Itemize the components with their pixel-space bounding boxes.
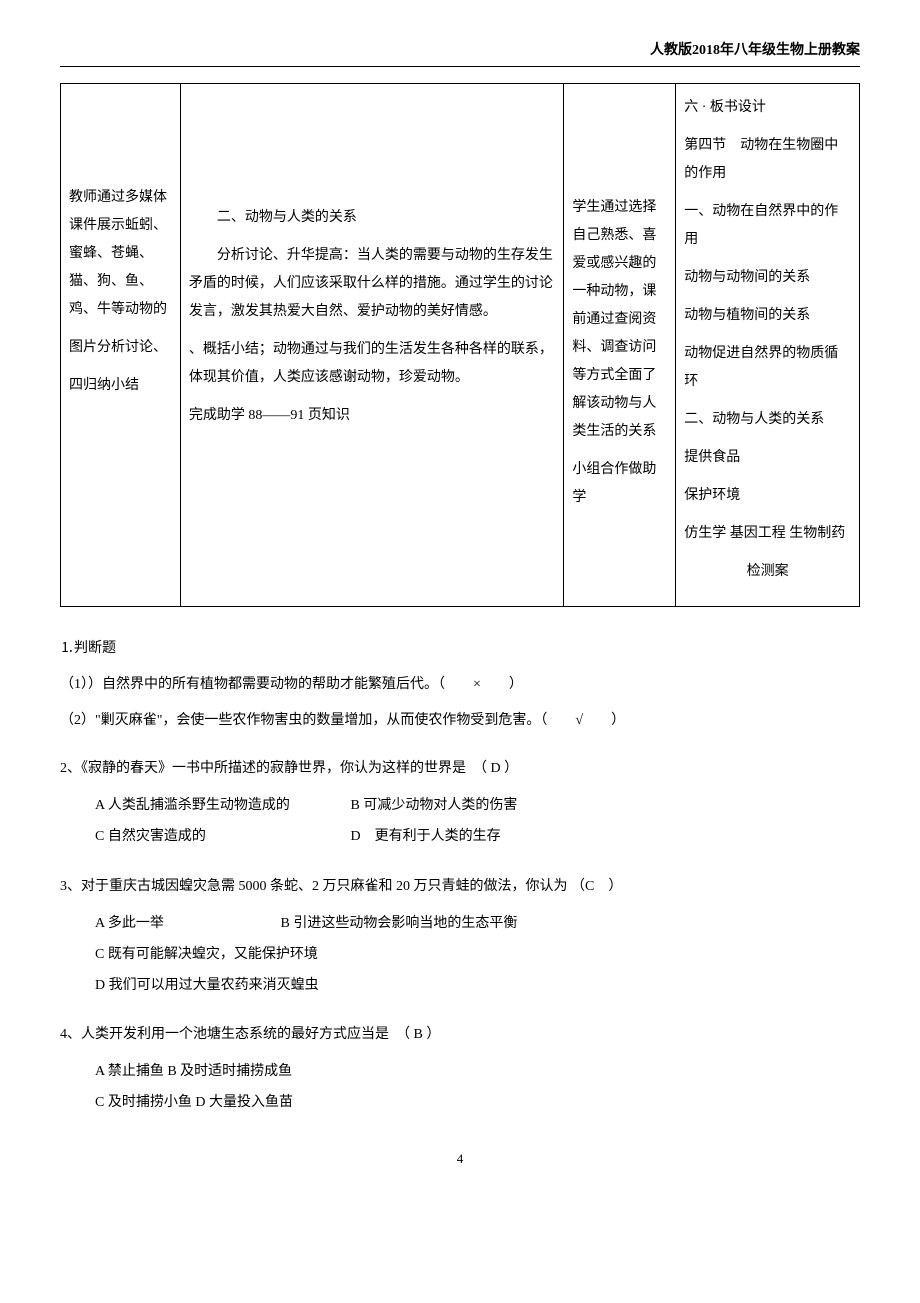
q-item: （1））自然界中的所有植物都需要动物的帮助才能繁殖后代。（ × ） [60, 671, 860, 699]
text: 保护环境 [684, 482, 851, 510]
text: 学生通过选择自己熟悉、喜爱或感兴趣的一种动物，课前通过查阅资料、调查访问等方式全… [572, 194, 667, 446]
q-option-a: A 人类乱捕滥杀野生动物造成的 [95, 791, 319, 822]
q-option-b: B 引进这些动物会影响当地的生态平衡 [281, 909, 518, 940]
subheading: 二、动物与人类的关系 [189, 204, 556, 232]
table-row: 教师通过多媒体课件展示蚯蚓、蜜蜂、苍蝇、猫、狗、鱼、鸡、牛等动物的 图片分析讨论… [61, 84, 860, 607]
text: 动物与植物间的关系 [684, 302, 851, 330]
q-option-ab: A 禁止捕鱼 B 及时适时捕捞成鱼 [95, 1057, 292, 1088]
page-number: 4 [60, 1149, 860, 1170]
q-title: ⒈判断题 [60, 635, 860, 663]
cell-board: 六 · 板书设计 第四节 动物在生物圈中的作用 一、动物在自然界中的作用 动物与… [676, 84, 860, 607]
text: 一、动物在自然界中的作用 [684, 198, 851, 254]
q-option-d: D 更有利于人类的生存 [351, 822, 501, 853]
question-1: ⒈判断题 （1））自然界中的所有植物都需要动物的帮助才能繁殖后代。（ × ） （… [60, 635, 860, 735]
text: 、概括小结；动物通过与我们的生活发生各种各样的联系，体现其价值，人类应该感谢动物… [189, 336, 556, 392]
text: 四归纳小结 [69, 372, 172, 400]
q-stem: 2、《寂静的春天》一书中所描述的寂静世界，你认为这样的世界是 （ D ） [60, 755, 860, 783]
q-option-cd: C 及时捕捞小鱼 D 大量投入鱼苗 [95, 1088, 293, 1119]
text: 小组合作做助学 [572, 456, 667, 512]
text: 第四节 动物在生物圈中的作用 [684, 132, 851, 188]
text: 检测案 [684, 558, 851, 586]
text: 教师通过多媒体课件展示蚯蚓、蜜蜂、苍蝇、猫、狗、鱼、鸡、牛等动物的 [69, 184, 172, 324]
text: 二、动物与人类的关系 [684, 406, 851, 434]
text: 六 · 板书设计 [684, 94, 851, 122]
cell-teacher: 教师通过多媒体课件展示蚯蚓、蜜蜂、苍蝇、猫、狗、鱼、鸡、牛等动物的 图片分析讨论… [61, 84, 181, 607]
text: 动物促进自然界的物质循环 [684, 340, 851, 396]
text: 动物与动物间的关系 [684, 264, 851, 292]
q-stem: 3、对于重庆古城因蝗灾急需 5000 条蛇、2 万只麻雀和 20 万只青蛙的做法… [60, 873, 860, 901]
q-option-a: A 多此一举 [95, 909, 249, 940]
q-option-c: C 自然灾害造成的 [95, 822, 319, 853]
q-option-b: B 可减少动物对人类的伤害 [351, 791, 518, 822]
cell-student: 学生通过选择自己熟悉、喜爱或感兴趣的一种动物，课前通过查阅资料、调查访问等方式全… [564, 84, 676, 607]
question-4: 4、人类开发利用一个池塘生态系统的最好方式应当是 （ B ） A 禁止捕鱼 B … [60, 1021, 860, 1119]
q-stem: 4、人类开发利用一个池塘生态系统的最好方式应当是 （ B ） [60, 1021, 860, 1049]
question-3: 3、对于重庆古城因蝗灾急需 5000 条蛇、2 万只麻雀和 20 万只青蛙的做法… [60, 873, 860, 1001]
page-header: 人教版2018年八年级生物上册教案 [60, 40, 860, 67]
cell-content: 二、动物与人类的关系 分析讨论、升华提高：当人类的需要与动物的生存发生矛盾的时候… [180, 84, 564, 607]
text: 完成助学 88——91 页知识 [189, 402, 556, 430]
lesson-table: 教师通过多媒体课件展示蚯蚓、蜜蜂、苍蝇、猫、狗、鱼、鸡、牛等动物的 图片分析讨论… [60, 83, 860, 607]
q-option-d: D 我们可以用过大量农药来消灭蝗虫 [95, 971, 319, 1002]
text: 仿生学 基因工程 生物制药 [684, 520, 851, 548]
question-2: 2、《寂静的春天》一书中所描述的寂静世界，你认为这样的世界是 （ D ） A 人… [60, 755, 860, 853]
text: 提供食品 [684, 444, 851, 472]
text: 图片分析讨论、 [69, 334, 172, 362]
text: 分析讨论、升华提高：当人类的需要与动物的生存发生矛盾的时候，人们应该采取什么样的… [189, 242, 556, 326]
q-option-c: C 既有可能解决蝗灾，又能保护环境 [95, 940, 318, 971]
q-item: （2）"剿灭麻雀"，会使一些农作物害虫的数量增加，从而使农作物受到危害。（ √ … [60, 707, 860, 735]
